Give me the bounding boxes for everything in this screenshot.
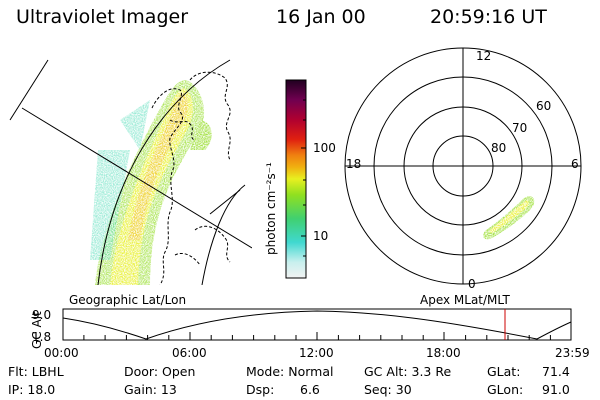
polar-plot [344, 47, 582, 285]
orbit-altitude-curve [62, 310, 572, 340]
observation-date: 16 Jan 00 [276, 6, 366, 28]
geographic-map [9, 0, 252, 285]
mlt-label-18: 18 [346, 157, 362, 171]
timeline-y-tick-min: 1.8 [32, 330, 52, 344]
instrument-title: Ultraviolet Imager [16, 6, 189, 28]
gain-readout: Gain: 13 [124, 382, 177, 397]
timeline-y-tick-max: 9.0 [32, 308, 52, 322]
glon-value: 91.0 [542, 382, 570, 397]
colorbar-unit-label: photon cm⁻²s⁻¹ [264, 162, 278, 255]
mlt-label-0: 0 [468, 277, 476, 291]
observation-time: 20:59:16 UT [430, 6, 547, 28]
mlat-label-60: 60 [536, 99, 552, 113]
dsp-label: Dsp: [246, 382, 275, 397]
timeline-x-tick-0000: 00:00 [44, 346, 79, 360]
gc-alt-readout: GC Alt: 3.3 Re [364, 364, 452, 379]
lon-line-1 [21, 107, 252, 249]
door-readout: Door: Open [124, 364, 196, 379]
mlat-label-80: 80 [491, 141, 507, 155]
colorbar-gradient [285, 79, 307, 279]
mode-readout: Mode: Normal [246, 364, 334, 379]
glat-value: 71.4 [542, 364, 570, 379]
geographic-panel-label: Geographic Lat/Lon [69, 293, 187, 307]
auroral-emission-band [90, 80, 212, 285]
colorbar-ticks [301, 99, 306, 257]
colorbar-tick-100: 100 [313, 141, 336, 155]
glat-label: GLat: [487, 364, 521, 379]
apex-panel-label: Apex MLat/MLT [420, 293, 510, 307]
lat-line-3 [201, 184, 246, 285]
seq-readout: Seq: 30 [364, 382, 412, 397]
timeline-x-tick-1200: 12:00 [299, 346, 334, 360]
lat-line-2 [9, 59, 49, 121]
lat-line-4 [209, 189, 241, 215]
timeline-x-tick-2359: 23:59 [555, 346, 590, 360]
colorbar-tick-10: 10 [313, 229, 329, 243]
timeline-x-tick-1800: 18:00 [426, 346, 461, 360]
timeline-plot [62, 308, 572, 341]
polar-emission [483, 196, 535, 240]
ip-readout: IP: 18.0 [8, 382, 56, 397]
colorbar [285, 79, 307, 279]
mlt-label-6: 6 [571, 157, 579, 171]
current-time-marker-value: 20:59:16 [0, 0, 5, 1]
mlat-label-70: 70 [512, 121, 528, 135]
timeline-x-tick-0600: 06:00 [172, 346, 207, 360]
filter-readout: Flt: LBHL [8, 364, 64, 379]
glon-label: GLon: [487, 382, 524, 397]
coastline [151, 71, 231, 285]
mlt-label-12: 12 [476, 49, 492, 63]
lat-line-1 [97, 59, 231, 285]
dsp-value: 6.6 [300, 382, 320, 397]
lon-line-2 [110, 0, 252, 20]
